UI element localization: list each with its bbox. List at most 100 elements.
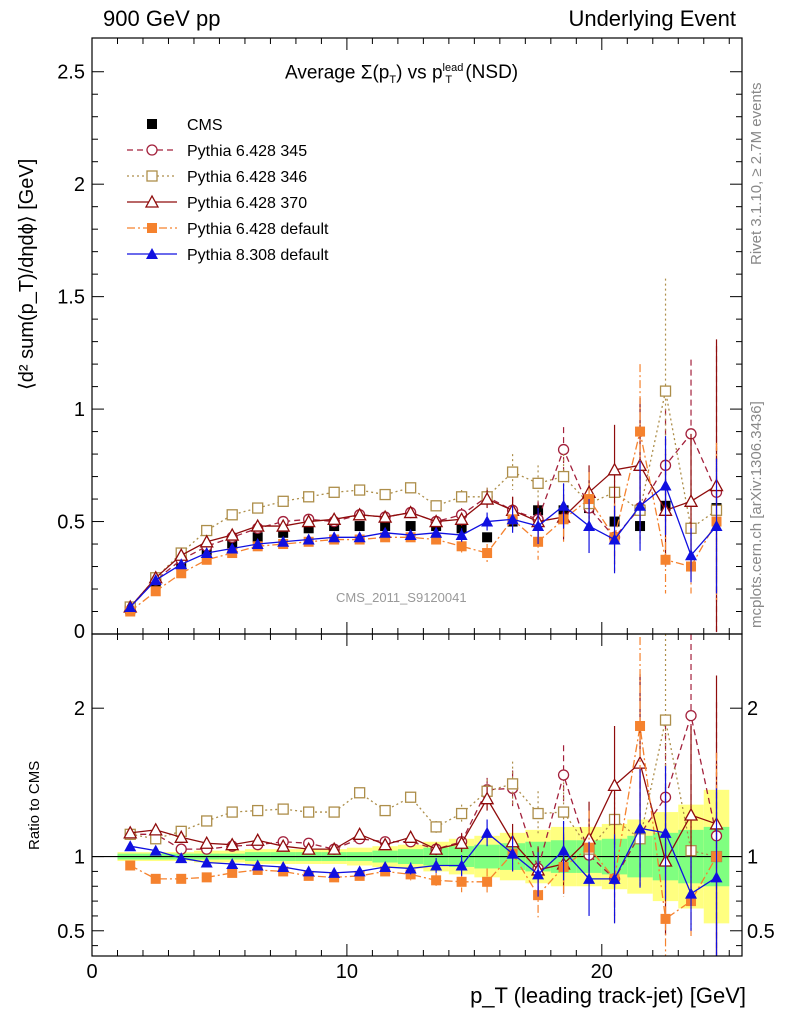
ratio-point-p6def	[201, 872, 212, 883]
main-point-cms	[354, 521, 365, 532]
ratio-line-p8def	[130, 827, 717, 895]
ratio-point-p370	[301, 841, 316, 855]
main-point-p370	[403, 505, 418, 519]
ratio-point-p346	[201, 815, 213, 827]
ratio-point-p8def	[634, 822, 647, 834]
ratio-point-p8def	[455, 859, 468, 871]
ratio-y-tick-label: 2	[74, 698, 85, 720]
x-tick-label: 20	[591, 961, 613, 983]
main-point-p8def	[532, 520, 545, 532]
ratio-line-p370	[130, 761, 717, 871]
ratio-point-p6def	[431, 875, 442, 886]
main-point-p346	[277, 495, 289, 507]
plot-title-sup: lead	[442, 62, 464, 74]
ratio-point-p8def	[328, 866, 341, 878]
main-point-p346	[252, 502, 264, 514]
main-point-p8def	[251, 538, 264, 550]
ratio-point-p346	[455, 807, 468, 820]
legend-marker-p346	[146, 170, 158, 182]
series-layer	[123, 278, 724, 956]
ratio-point-p345	[685, 709, 697, 722]
ratio-point-p8def	[149, 844, 162, 856]
plot-title-suffix: (NSD)	[460, 62, 519, 84]
ratio-point-p370	[429, 841, 444, 855]
ratio-point-p8def	[685, 887, 698, 899]
ratio-point-p8def	[659, 826, 672, 838]
main-point-p8def	[226, 542, 239, 554]
legend-item-p8def: Pythia 8.308 default	[127, 247, 329, 264]
ratio-point-p370	[148, 822, 163, 836]
main-point-p346	[506, 466, 519, 478]
main-point-p6def	[660, 554, 671, 565]
main-point-p6def	[176, 568, 187, 579]
main-point-p370	[683, 493, 699, 507]
main-point-p8def	[404, 529, 417, 541]
x-tick-label: 10	[336, 961, 358, 983]
legend-marker-p6def	[147, 223, 157, 233]
main-point-p370	[276, 518, 291, 532]
main-point-p346	[201, 524, 213, 537]
ratio-point-p8def	[251, 859, 264, 871]
analysis-watermark: CMS_2011_S9120041	[336, 590, 467, 605]
main-point-p6def	[456, 541, 467, 552]
header-left: 900 GeV pp	[103, 6, 221, 31]
main-point-p8def	[634, 499, 647, 511]
main-y-axis-label: ⟨d² sum(p_T)/dηdϕ⟩ [GeV]	[16, 158, 38, 390]
main-point-p8def	[659, 479, 672, 491]
main-series-p370	[123, 339, 724, 632]
ratio-point-p6def	[456, 876, 467, 887]
main-y-tick-label: 1.5	[57, 287, 85, 309]
ratio-point-p6def	[660, 913, 671, 924]
ratio-point-p370	[199, 835, 214, 849]
ratio-point-p6def	[176, 873, 187, 884]
ratio-point-p370	[683, 807, 699, 821]
ratio-point-p346	[353, 787, 366, 799]
plot-title-mid: ) vs p	[396, 62, 443, 84]
plot-title: Average Σ(pT) vs pleadT (NSD)	[285, 62, 518, 86]
ratio-plot-frame	[91, 633, 743, 957]
ratio-point-p6def	[227, 867, 238, 878]
legend-item-p370: Pythia 6.428 370	[127, 194, 307, 212]
ratio-point-p8def	[404, 862, 417, 874]
ratio-series-p370	[123, 674, 724, 956]
ratio-y-tick-label: 0.5	[57, 921, 85, 943]
ratio-point-p8def	[583, 872, 596, 884]
main-point-cms	[482, 532, 493, 543]
ratio-point-p346	[226, 806, 238, 818]
legend-item-p6def: Pythia 6.428 default	[127, 221, 329, 238]
main-point-p8def	[175, 558, 188, 570]
ratio-point-p346	[659, 714, 672, 726]
main-point-cms	[405, 521, 416, 532]
legend-label-p345: Pythia 6.428 345	[187, 143, 307, 160]
ratio-point-p370	[480, 791, 495, 805]
ratio-uncertainty-bands	[92, 789, 742, 924]
main-y-tick-label: 2	[74, 174, 85, 196]
axis-ticks: 0 10 200.511.522.500.5 0.51 12 2	[57, 38, 775, 983]
legend-marker-p370	[144, 194, 160, 208]
main-point-p370	[480, 491, 495, 505]
main-point-p8def	[200, 547, 213, 559]
main-point-p8def	[710, 520, 723, 532]
main-point-p370	[607, 462, 622, 476]
main-y-tick-label: 2.5	[57, 62, 85, 84]
plot-title-sub1: T	[389, 74, 397, 87]
ratio-point-p8def	[532, 868, 545, 880]
main-point-p6def	[150, 586, 161, 597]
ratio-point-p6def	[125, 860, 136, 871]
main-point-p8def	[608, 533, 621, 545]
plot-title-prefix: Average Σ(p	[285, 62, 390, 84]
legend-label-p346: Pythia 6.428 346	[187, 169, 307, 186]
main-point-p346	[532, 477, 544, 489]
main-point-p370	[225, 527, 240, 541]
ratio-y-axis-label: Ratio to CMS	[26, 760, 43, 850]
ratio-point-p8def	[302, 865, 315, 877]
legend-marker-p8def	[146, 248, 158, 259]
main-line-p370	[129, 464, 717, 608]
legend-item-p345: Pythia 6.428 345	[127, 143, 307, 160]
ratio-point-p8def	[608, 872, 621, 884]
legend-group: CMS Pythia 6.428 345 Pythia 6.428 346 Pythi…	[127, 117, 329, 264]
rivet-label: Rivet 3.1.10, ≥ 2.7M events	[748, 82, 765, 266]
main-point-p370	[429, 514, 444, 528]
x-axis-label: p_T (leading track-jet) [GeV]	[470, 983, 746, 1008]
ratio-point-p8def	[226, 858, 239, 869]
